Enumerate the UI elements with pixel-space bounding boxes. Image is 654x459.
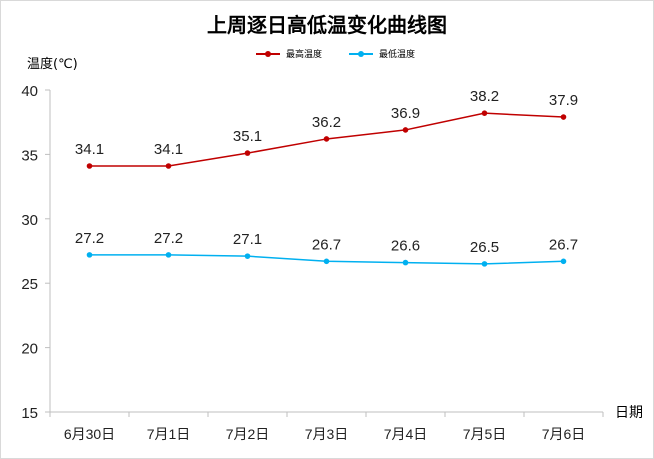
- data-point: [86, 163, 93, 169]
- data-point: [165, 163, 172, 169]
- y-tick-label: 35: [21, 147, 38, 164]
- x-tick-label: 7月4日: [384, 426, 428, 442]
- y-axis-title: 温度(℃): [27, 57, 78, 72]
- data-point: [244, 253, 251, 259]
- x-tick-label: 7月6日: [542, 426, 586, 442]
- data-label: 34.1: [75, 141, 104, 158]
- data-label: 26.7: [312, 236, 341, 253]
- x-tick-label: 6月30日: [64, 426, 115, 442]
- data-point: [244, 150, 251, 156]
- y-tick-label: 40: [21, 83, 38, 100]
- legend-item-high: 最高温度: [256, 47, 322, 60]
- data-label: 34.1: [154, 141, 183, 158]
- data-label: 26.5: [470, 239, 499, 256]
- legend-swatch-low: [349, 50, 373, 57]
- x-axis-title: 日期: [615, 404, 643, 420]
- data-point: [560, 258, 567, 265]
- data-point: [323, 136, 330, 142]
- data-label: 36.2: [312, 114, 341, 131]
- data-point: [402, 127, 409, 133]
- x-tick-label: 7月1日: [147, 426, 191, 442]
- chart-title: 上周逐日高低温变化曲线图: [207, 13, 447, 37]
- data-point: [560, 114, 567, 120]
- data-label: 27.1: [233, 231, 262, 248]
- y-tick-label: 15: [21, 405, 38, 422]
- legend-item-low: 最低温度: [349, 47, 415, 60]
- x-tick-label: 7月5日: [463, 426, 507, 442]
- data-label: 36.9: [391, 105, 420, 122]
- data-label: 26.7: [549, 236, 578, 253]
- y-tick-label: 25: [21, 276, 38, 293]
- data-label: 35.1: [233, 128, 262, 145]
- y-tick-label: 20: [21, 341, 38, 358]
- x-tick-label: 7月2日: [226, 426, 270, 442]
- data-point: [165, 252, 172, 258]
- legend-swatch-high: [256, 50, 280, 57]
- y-tick-label: 30: [21, 212, 38, 229]
- data-label: 38.2: [470, 88, 499, 105]
- data-label: 26.6: [391, 238, 420, 255]
- data-point: [481, 261, 488, 267]
- data-point: [481, 110, 488, 116]
- data-label: 27.2: [154, 230, 183, 247]
- legend-label-high: 最高温度: [286, 50, 323, 60]
- data-label: 27.2: [75, 230, 104, 247]
- x-tick-label: 7月3日: [305, 426, 349, 442]
- data-point: [402, 259, 409, 266]
- legend-label-low: 最低温度: [379, 50, 416, 60]
- data-point: [86, 252, 93, 258]
- data-point: [323, 258, 330, 265]
- data-label: 37.9: [549, 92, 578, 109]
